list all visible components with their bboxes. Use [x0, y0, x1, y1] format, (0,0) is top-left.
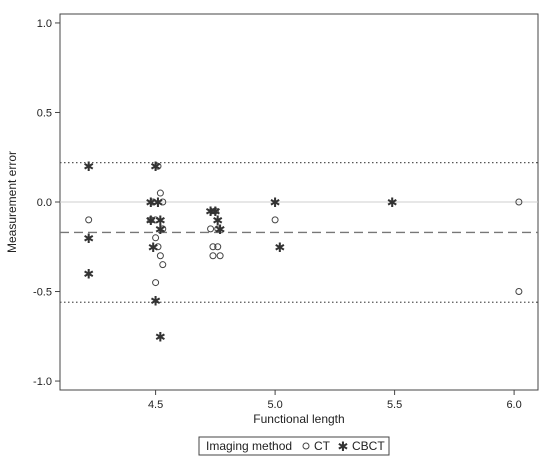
y-tick-label: -1.0 [33, 376, 52, 388]
ct-point [149, 198, 157, 206]
ct-point [152, 234, 160, 242]
y-axis: 1.0 0.5 0.0 -0.5 -1.0 [33, 18, 60, 388]
ct-point [159, 261, 167, 269]
ct-point [209, 243, 217, 251]
cbct-point: ✱ [215, 223, 226, 238]
cbct-point: ✱ [274, 241, 285, 256]
ct-point [207, 225, 215, 233]
cbct-point: ✱ [155, 214, 166, 229]
cbct-point: ✱ [212, 214, 223, 229]
cbct-point: ✱ [155, 223, 166, 238]
ct-point [271, 216, 279, 224]
ct-point [159, 225, 167, 233]
legend-title: Imaging method [206, 439, 292, 453]
ct-point [156, 189, 164, 197]
ct-point [159, 198, 167, 206]
cbct-point: ✱ [150, 294, 161, 309]
cbct-point: ✱ [150, 160, 161, 175]
cbct-point: ✱ [205, 205, 216, 220]
cbct-point: ✱ [155, 330, 166, 345]
cbct-point: ✱ [387, 196, 398, 211]
legend-cbct-label: CBCT [352, 439, 385, 453]
x-axis-title: Functional length [253, 412, 344, 426]
ct-point [147, 216, 155, 224]
y-axis-title: Measurement error [5, 151, 19, 253]
legend-ct-symbol [302, 442, 310, 450]
y-tick-label: -0.5 [33, 287, 52, 299]
cbct-point: ✱ [145, 196, 156, 211]
cbct-point: ✱ [210, 205, 221, 220]
data-points: ✱✱✱✱✱✱✱✱✱✱✱✱✱✱✱✱✱✱✱ [83, 160, 523, 345]
ct-point [216, 252, 224, 260]
ct-point [214, 225, 222, 233]
x-tick-label: 5.0 [267, 399, 282, 411]
ct-point [152, 216, 160, 224]
ct-point [156, 252, 164, 260]
y-tick-label: 1.0 [37, 18, 52, 30]
x-axis: 4.5 5.0 5.5 6.0 [148, 390, 522, 411]
y-tick-label: 0.0 [37, 197, 52, 209]
ct-point [154, 243, 162, 251]
x-tick-label: 6.0 [506, 399, 521, 411]
ct-point [85, 216, 93, 224]
y-tick-label: 0.5 [37, 107, 52, 119]
legend: Imaging method CT ✱ CBCT [198, 436, 390, 456]
ct-point [209, 252, 217, 260]
ct-point [152, 279, 160, 287]
ct-point [515, 198, 523, 206]
ct-point [515, 288, 523, 296]
cbct-point: ✱ [83, 232, 94, 247]
legend-box [198, 436, 390, 456]
ct-point [211, 207, 219, 215]
cbct-point: ✱ [148, 241, 159, 256]
reference-lines [60, 161, 538, 303]
cbct-point: ✱ [270, 196, 281, 211]
cbct-point: ✱ [83, 268, 94, 283]
ct-point [154, 162, 162, 170]
cbct-point: ✱ [83, 160, 94, 175]
legend-cbct-symbol: ✱ [338, 440, 349, 455]
cbct-point: ✱ [145, 214, 156, 229]
ct-point [214, 243, 222, 251]
x-tick-label: 4.5 [148, 399, 163, 411]
cbct-point: ✱ [153, 196, 164, 211]
x-tick-label: 5.5 [387, 399, 402, 411]
legend-ct-label: CT [314, 439, 331, 453]
